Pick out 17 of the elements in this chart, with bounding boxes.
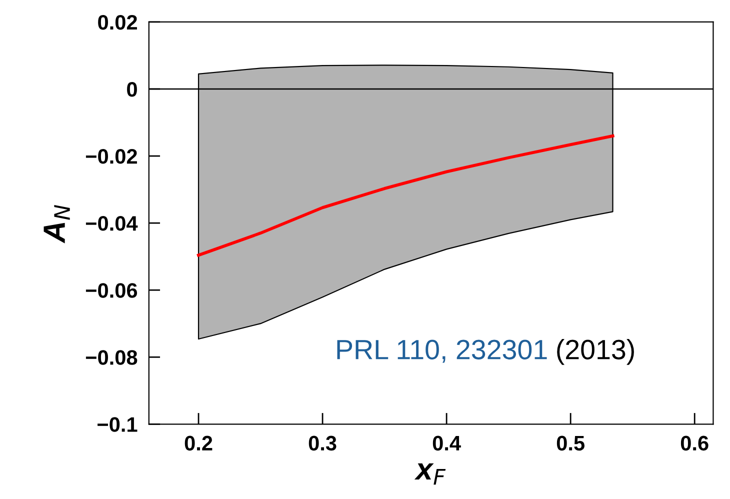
x-tick-label: 0.5 — [556, 436, 584, 451]
y-axis-title: A$_{N}$ — [44, 204, 70, 244]
line-series — [197, 134, 614, 257]
y-tick-label: −0.1 — [98, 417, 138, 432]
y-tick-label: −0.04 — [86, 216, 138, 231]
x-tick-label: 0.4 — [432, 436, 461, 451]
x-tick-label: 0.3 — [308, 436, 336, 451]
annotation: (2013) — [557, 339, 634, 365]
x-tick-label: 0.6 — [680, 436, 708, 451]
annotation: PRL 110, 232301 — [337, 340, 547, 363]
y-tick-label: −0.02 — [86, 149, 137, 164]
y-tick-label: 0 — [127, 82, 137, 97]
y-tick-label: 0.02 — [98, 14, 137, 30]
y-tick-label: −0.08 — [86, 350, 138, 365]
x-tick-label: 0.2 — [184, 436, 212, 451]
x-axis-title: x$_{F}$ — [414, 463, 446, 485]
y-tick-label: −0.06 — [86, 283, 138, 298]
